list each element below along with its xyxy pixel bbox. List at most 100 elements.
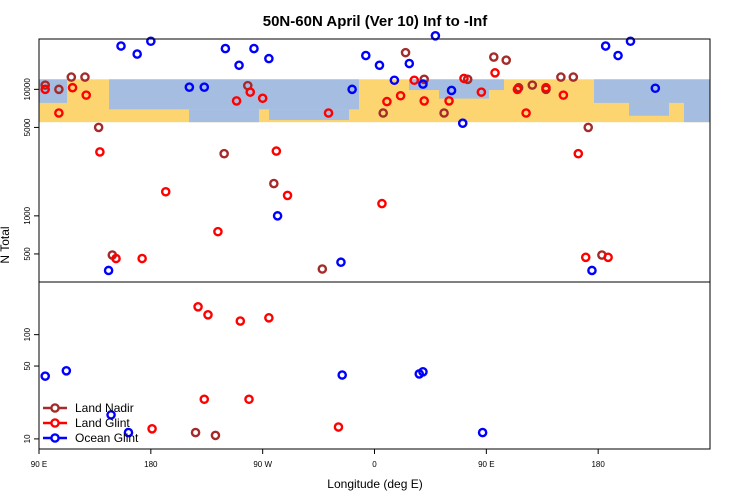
ocean-glint-point — [650, 83, 661, 94]
land-nadir-point — [488, 52, 499, 62]
ocean-glint-point — [374, 60, 385, 71]
land-nadir-point — [378, 108, 388, 118]
land-glint-point — [512, 84, 523, 95]
land-nadir-point — [568, 72, 579, 82]
ocean-region — [629, 102, 669, 116]
land-nadir-point — [501, 55, 512, 65]
upper-panel: 500 1000 5000 10000 — [23, 30, 711, 283]
x-tick-label: 90 E — [31, 460, 47, 469]
legend-marker — [50, 418, 60, 428]
land-glint-point — [476, 87, 487, 97]
ocean-glint-point — [404, 58, 415, 69]
land-glint-point — [95, 147, 105, 157]
ocean-glint-point — [457, 118, 468, 128]
ocean-region — [189, 109, 259, 123]
lower-panel-frame — [38, 281, 711, 450]
land-nadir-point — [556, 72, 566, 82]
y-axis-label: N Total — [0, 226, 12, 263]
land-glint-point — [333, 422, 344, 432]
land-nadir-point — [210, 430, 221, 441]
x-tick-label: 90 E — [478, 460, 494, 469]
x-tick-label: 180 — [591, 460, 605, 469]
land-nadir-point — [190, 427, 201, 438]
land-glint-point — [137, 253, 147, 264]
x-tick-label: 90 W — [253, 460, 272, 469]
ocean-glint-point — [146, 36, 156, 47]
land-glint-point — [81, 90, 92, 100]
ocean-glint-point — [477, 427, 488, 438]
y-tick-label: 100 — [23, 327, 32, 341]
land-nadir-point — [419, 74, 430, 85]
land-glint-point — [244, 394, 254, 405]
land-glint-point — [323, 108, 334, 118]
ocean-glint-point — [418, 79, 428, 89]
ocean-glint-point — [106, 410, 116, 420]
land-nadir-point — [269, 178, 279, 189]
y-tick-label: 5000 — [23, 118, 32, 136]
y-tick-label: 50 — [23, 361, 32, 370]
land-nadir-point — [400, 47, 411, 58]
ocean-glint-point — [40, 371, 51, 381]
land-glint-point — [67, 82, 78, 93]
ocean-glint-point — [347, 84, 357, 95]
ocean-glint-point — [116, 41, 126, 51]
land-nadir-point — [439, 108, 449, 118]
land-nadir-point — [54, 84, 64, 95]
land-glint-point — [199, 394, 210, 405]
y-tick-label: 1000 — [23, 206, 32, 224]
ocean-glint-point — [220, 43, 231, 54]
ocean-glint-point — [234, 60, 244, 71]
ocean-glint-point — [446, 85, 457, 96]
chart-title: 50N-60N April (Ver 10) Inf to -Inf — [263, 13, 488, 30]
ocean-region — [409, 79, 504, 91]
upper-y-axis: 500 1000 5000 10000 — [23, 78, 39, 261]
lower-data-points — [40, 302, 488, 441]
ocean-glint-point — [430, 30, 441, 41]
legend-marker — [50, 403, 60, 413]
ocean-glint-point — [103, 265, 114, 276]
ocean-glint-point — [587, 265, 597, 276]
land-glint-point — [282, 190, 293, 201]
land-glint-point — [147, 423, 157, 434]
ocean-glint-point — [336, 257, 346, 268]
land-glint-point — [111, 253, 121, 264]
land-glint-point — [541, 82, 551, 93]
land-glint-point — [382, 96, 392, 107]
lower-y-axis: 10 50 100 — [23, 327, 39, 443]
land-glint-point — [54, 108, 64, 118]
ocean-glint-point — [625, 36, 636, 47]
ocean-region — [439, 90, 489, 99]
land-glint-point — [558, 90, 569, 100]
legend-marker — [50, 433, 60, 443]
land-glint-point — [235, 316, 246, 326]
land-glint-point — [603, 252, 613, 263]
legend-label: Land Nadir — [75, 401, 134, 415]
ocean-glint-point — [132, 49, 142, 59]
ocean-glint-point — [361, 50, 371, 61]
land-nadir-point — [66, 72, 77, 82]
land-glint-point — [490, 68, 500, 78]
legend-label: Land Glint — [75, 416, 130, 430]
ocean-glint-point — [600, 41, 611, 51]
land-glint-point — [40, 84, 51, 95]
land-glint-point — [271, 146, 282, 156]
land-nadir-point — [80, 72, 90, 82]
y-tick-label: 500 — [23, 247, 32, 261]
land-glint-point — [573, 148, 584, 159]
land-glint-point — [521, 108, 531, 118]
land-glint-point — [257, 93, 268, 104]
land-nadir-point — [527, 80, 538, 90]
land-glint-point — [377, 198, 387, 209]
ocean-region — [269, 109, 349, 121]
ocean-glint-point — [123, 427, 134, 438]
land-glint-point — [419, 96, 430, 106]
ocean-region — [594, 79, 684, 103]
ocean-glint-point — [613, 50, 623, 61]
land-glint-point — [193, 302, 203, 312]
ocean-glint-point — [184, 82, 195, 92]
ocean-glint-point — [272, 211, 283, 221]
land-glint-point — [231, 96, 242, 106]
ocean-glint-point — [264, 53, 274, 64]
